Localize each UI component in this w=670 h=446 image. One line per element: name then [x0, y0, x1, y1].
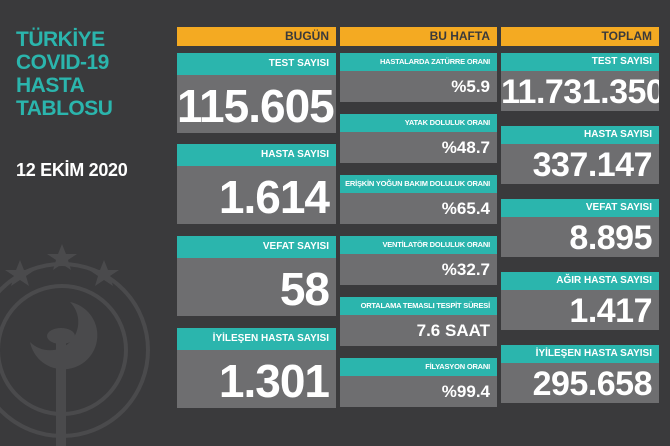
week-contact-time-card: ORTALAMA TEMASLI TESPİT SÜRESİ 7.6 SAAT [340, 297, 497, 346]
today-recovered-value: 1.301 [177, 350, 336, 408]
week-icu-occupancy-label: ERİŞKİN YOĞUN BAKIM DOLULUK ORANI [340, 175, 497, 193]
week-pneumonia-value: %5.9 [340, 71, 497, 102]
week-ventilator-value: %32.7 [340, 254, 497, 285]
week-contact-time-label: ORTALAMA TEMASLI TESPİT SÜRESİ [340, 297, 497, 315]
total-test-card: TEST SAYISI 11.731.350 [501, 53, 659, 111]
week-ventilator-label: VENTİLATÖR DOLULUK ORANI [340, 236, 497, 254]
today-recovered-label: İYİLEŞEN HASTA SAYISI [177, 328, 336, 350]
total-cases-value: 337.147 [501, 144, 659, 184]
total-deaths-card: VEFAT SAYISI 8.895 [501, 199, 659, 257]
week-filiation-label: FİLYASYON ORANI [340, 358, 497, 376]
total-severe-label: AĞIR HASTA SAYISI [501, 272, 659, 290]
today-column: BUGÜN TEST SAYISI 115.605 HASTA SAYISI 1… [177, 27, 336, 408]
report-date: 12 EKİM 2020 [16, 160, 128, 180]
week-column: BU HAFTA HASTALARDA ZATÜRRE ORANI %5.9 Y… [340, 27, 497, 407]
total-deaths-label: VEFAT SAYISI [501, 199, 659, 217]
total-cases-card: HASTA SAYISI 337.147 [501, 126, 659, 184]
week-filiation-card: FİLYASYON ORANI %99.4 [340, 358, 497, 407]
today-test-label: TEST SAYISI [177, 53, 336, 75]
total-recovered-card: İYİLEŞEN HASTA SAYISI 295.658 [501, 345, 659, 403]
page-title: TÜRKİYE COVID-19 HASTA TABLOSU [16, 28, 113, 120]
today-cases-card: HASTA SAYISI 1.614 [177, 144, 336, 224]
total-severe-card: AĞIR HASTA SAYISI 1.417 [501, 272, 659, 330]
total-header: TOPLAM [501, 27, 659, 46]
week-icu-occupancy-value: %65.4 [340, 193, 497, 224]
week-contact-time-value: 7.6 SAAT [340, 315, 497, 346]
week-filiation-value: %99.4 [340, 376, 497, 407]
week-header: BU HAFTA [340, 27, 497, 46]
total-column: TOPLAM TEST SAYISI 11.731.350 HASTA SAYI… [501, 27, 659, 403]
total-recovered-label: İYİLEŞEN HASTA SAYISI [501, 345, 659, 363]
total-severe-value: 1.417 [501, 290, 659, 330]
total-test-label: TEST SAYISI [501, 53, 659, 71]
week-bed-occupancy-card: YATAK DOLULUK ORANI %48.7 [340, 114, 497, 163]
today-deaths-value: 58 [177, 258, 336, 316]
ministry-emblem-icon [0, 244, 150, 446]
week-bed-occupancy-label: YATAK DOLULUK ORANI [340, 114, 497, 132]
total-cases-label: HASTA SAYISI [501, 126, 659, 144]
today-deaths-card: VEFAT SAYISI 58 [177, 236, 336, 316]
week-ventilator-card: VENTİLATÖR DOLULUK ORANI %32.7 [340, 236, 497, 285]
today-deaths-label: VEFAT SAYISI [177, 236, 336, 258]
total-deaths-value: 8.895 [501, 217, 659, 257]
today-test-card: TEST SAYISI 115.605 [177, 53, 336, 133]
total-recovered-value: 295.658 [501, 363, 659, 403]
today-cases-label: HASTA SAYISI [177, 144, 336, 166]
week-pneumonia-label: HASTALARDA ZATÜRRE ORANI [340, 53, 497, 71]
week-icu-occupancy-card: ERİŞKİN YOĞUN BAKIM DOLULUK ORANI %65.4 [340, 175, 497, 224]
today-recovered-card: İYİLEŞEN HASTA SAYISI 1.301 [177, 328, 336, 408]
total-test-value: 11.731.350 [501, 71, 659, 111]
week-bed-occupancy-value: %48.7 [340, 132, 497, 163]
week-pneumonia-card: HASTALARDA ZATÜRRE ORANI %5.9 [340, 53, 497, 102]
today-header: BUGÜN [177, 27, 336, 46]
today-cases-value: 1.614 [177, 166, 336, 224]
today-test-value: 115.605 [177, 75, 336, 133]
